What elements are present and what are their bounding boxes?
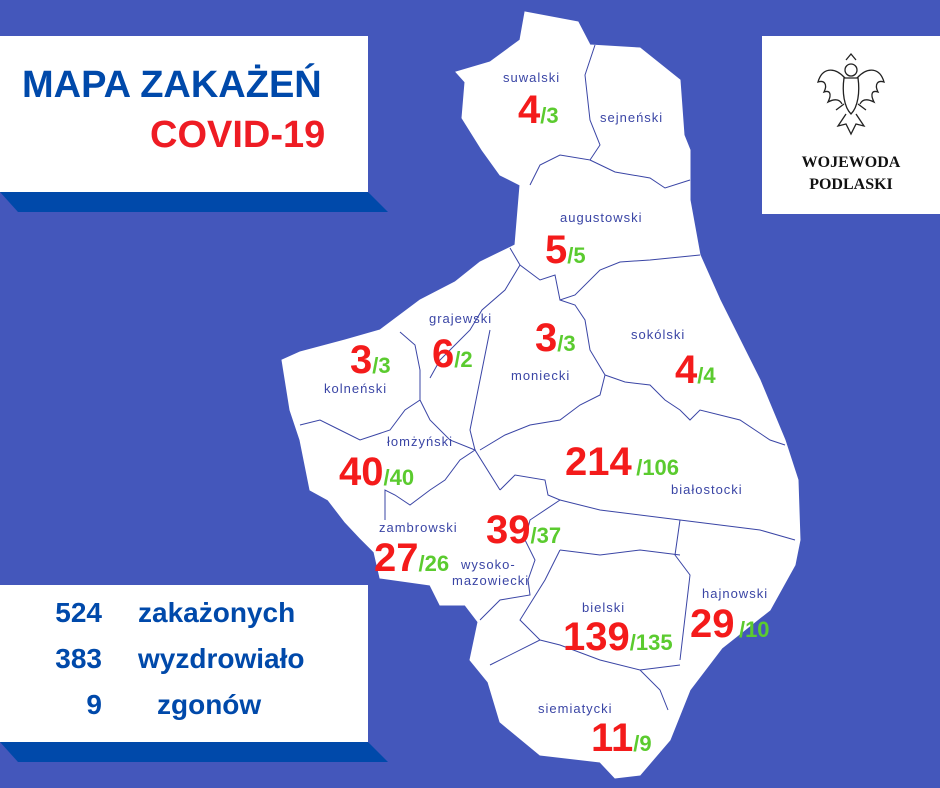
cases: 3 bbox=[535, 316, 558, 360]
title-panel: MAPA ZAKAŻEŃ COVID-19 bbox=[0, 36, 368, 192]
recovered: /40 bbox=[383, 465, 415, 490]
logo-panel: WOJEWODA PODLASKI bbox=[762, 36, 940, 214]
cases: 11 bbox=[591, 716, 634, 760]
cases: 5 bbox=[545, 228, 568, 272]
cases: 4 bbox=[518, 88, 541, 132]
title-line-1: MAPA ZAKAŻEŃ bbox=[22, 64, 322, 106]
district-value-siemiatycki: 11/9 bbox=[591, 718, 652, 758]
district-value-wysokomazowiecki: 39/37 bbox=[486, 510, 561, 550]
title-accent-bar bbox=[0, 192, 388, 212]
cases: 39 bbox=[486, 508, 531, 552]
cases: 6 bbox=[432, 332, 455, 376]
district-name-sokolski: sokólski bbox=[631, 327, 686, 342]
summary-panel: 524 zakażonych 383 wyzdrowiało 9 zgonów bbox=[0, 585, 368, 742]
recovered: /37 bbox=[530, 523, 562, 548]
district-value-sokolski: 4/4 bbox=[675, 350, 716, 390]
district-value-zambrowski: 27/26 bbox=[374, 538, 449, 578]
cases: 29 bbox=[690, 602, 735, 646]
summary-accent-bar bbox=[0, 742, 388, 762]
recovered: /106 bbox=[636, 455, 680, 480]
district-name-siemiatycki: siemiatycki bbox=[538, 701, 613, 716]
cases: 40 bbox=[339, 450, 384, 494]
district-value-hajnowski: 29 /10 bbox=[690, 604, 770, 644]
cases: 214 bbox=[565, 440, 632, 484]
district-name-wysokomazowiecki-2: mazowiecki bbox=[452, 573, 530, 588]
district-name-augustowski: augustowski bbox=[560, 210, 643, 225]
recovered: /3 bbox=[540, 103, 559, 128]
cases: 139 bbox=[563, 615, 630, 659]
deaths-count: 9 bbox=[86, 689, 102, 720]
cases: 27 bbox=[374, 536, 419, 580]
recovered: /5 bbox=[567, 243, 586, 268]
recovered: /135 bbox=[629, 630, 673, 655]
cases: 3 bbox=[350, 338, 373, 382]
district-value-augustowski: 5/5 bbox=[545, 230, 586, 270]
infected-count: 524 bbox=[55, 597, 102, 628]
recovered: /26 bbox=[418, 551, 450, 576]
recovered: /2 bbox=[454, 347, 473, 372]
district-name-zambrowski: zambrowski bbox=[379, 520, 458, 535]
district-value-bielski: 139/135 bbox=[563, 617, 673, 657]
district-value-grajewski: 6/2 bbox=[432, 334, 473, 374]
district-name-grajewski: grajewski bbox=[429, 311, 493, 326]
title-line-2: COVID-19 bbox=[150, 114, 326, 156]
district-value-kolnenski: 3/3 bbox=[350, 340, 391, 380]
district-value-moniecki: 3/3 bbox=[535, 318, 576, 358]
district-value-lomzynski: 40/40 bbox=[339, 452, 414, 492]
recovered: /3 bbox=[372, 353, 391, 378]
polish-eagle-emblem-icon bbox=[817, 52, 885, 136]
district-name-sejnenski: sejneński bbox=[600, 110, 664, 125]
recovered: /9 bbox=[633, 731, 652, 756]
cases: 4 bbox=[675, 348, 698, 392]
district-borders bbox=[299, 44, 796, 711]
recovered: /10 bbox=[738, 617, 770, 642]
district-name-kolnenski: kolneński bbox=[324, 381, 388, 396]
district-name-suwalski: suwalski bbox=[503, 70, 561, 85]
recovered: /3 bbox=[557, 331, 576, 356]
recovered: /4 bbox=[697, 363, 716, 388]
infected-label: zakażonych bbox=[138, 597, 296, 628]
district-name-moniecki: moniecki bbox=[511, 368, 571, 383]
district-name-bielski: bielski bbox=[582, 600, 626, 615]
district-value-bialostocki: 214 /106 bbox=[565, 442, 679, 482]
district-name-hajnowski: hajnowski bbox=[702, 586, 769, 601]
recovered-count: 383 bbox=[55, 643, 102, 674]
deaths-label: zgonów bbox=[157, 689, 262, 720]
logo-line-1: WOJEWODA bbox=[801, 154, 901, 171]
logo-line-2: PODLASKI bbox=[809, 176, 893, 193]
district-name-wysokomazowiecki-1: wysoko- bbox=[461, 557, 516, 572]
recovered-label: wyzdrowiało bbox=[138, 643, 305, 674]
district-value-suwalski: 4/3 bbox=[518, 90, 559, 130]
district-name-bialostocki: białostocki bbox=[671, 482, 743, 497]
voivodeship-outline bbox=[281, 11, 801, 779]
district-name-lomzynski: łomżyński bbox=[387, 434, 454, 449]
